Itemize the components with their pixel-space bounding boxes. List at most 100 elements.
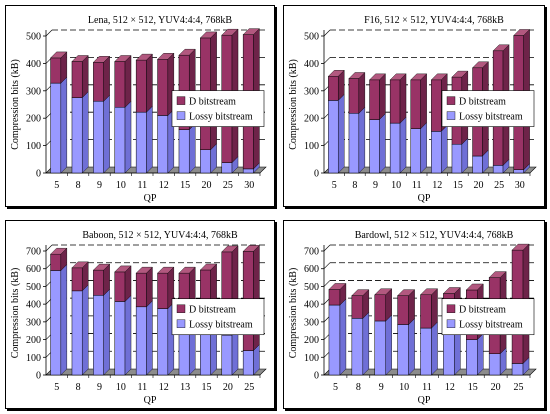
bar-lossy xyxy=(511,363,524,376)
bar-lossy xyxy=(348,113,360,174)
x-tick-label: 20 xyxy=(491,382,501,393)
x-tick-label: 25 xyxy=(514,382,524,393)
legend-swatch-lossy xyxy=(176,319,186,328)
bar-d-side xyxy=(431,288,438,329)
bar-d-top xyxy=(114,265,132,273)
bar-lossy-side xyxy=(146,300,153,376)
x-tick-label: 25 xyxy=(244,382,254,393)
legend-box xyxy=(171,298,265,336)
y-tick-label: 600 xyxy=(304,264,319,275)
bar-lossy xyxy=(135,306,147,376)
bar-lossy-side xyxy=(339,298,347,376)
gridline-depth xyxy=(323,29,331,37)
bar-lossy-side xyxy=(82,91,89,174)
bar-lossy xyxy=(472,155,483,174)
bar-lossy xyxy=(178,129,190,174)
x-tick-label: 15 xyxy=(468,382,478,393)
y-tick-label: 200 xyxy=(26,335,41,346)
bar-d-side xyxy=(379,73,386,121)
x-tick-label: 11 xyxy=(137,382,147,393)
bar-lossy xyxy=(328,304,341,376)
bar-d-top xyxy=(178,48,196,56)
bar-lossy-side xyxy=(441,124,448,174)
x-tick-label: 25 xyxy=(223,180,233,191)
bar-d xyxy=(114,61,126,108)
legend-swatch-d xyxy=(446,96,456,105)
y-tick-label: 700 xyxy=(304,247,319,258)
bar-d-top xyxy=(199,31,218,39)
y-tick-label: 500 xyxy=(304,282,319,293)
y-tick-label: 500 xyxy=(26,32,41,43)
bar-lossy-side xyxy=(189,123,196,174)
y-axis-label: Compression bits (kB) xyxy=(288,59,299,150)
y-tick-label: 400 xyxy=(26,300,41,311)
x-tick-label: 9 xyxy=(97,180,102,191)
x-tick-label: 5 xyxy=(333,382,338,393)
bar-d-top xyxy=(397,289,416,296)
bar-d xyxy=(328,76,339,101)
legend-swatch-d xyxy=(176,96,186,105)
x-tick-label: 15 xyxy=(453,180,463,191)
bar-d xyxy=(157,272,169,309)
bar-lossy xyxy=(200,149,211,174)
bar-d-top xyxy=(389,73,407,81)
bar-d xyxy=(157,59,169,116)
chart-panel-bardowl: Bardowl, 512 × 512, YUV4:4:4, 768kB 0 100 2… xyxy=(283,220,545,409)
chart-panel-lena: Lena, 512 × 512, YUV4:4:4, 768kB 0 100 200 3… xyxy=(5,5,275,207)
bar-d-top xyxy=(71,55,89,62)
y-tick-label: 500 xyxy=(304,32,319,43)
y-axis-label: Compression bits (kB) xyxy=(288,268,299,359)
bar-d-top xyxy=(511,243,530,251)
y-tick-label: 0 xyxy=(314,371,319,382)
bar-lossy xyxy=(221,162,233,174)
bar-d xyxy=(410,79,421,129)
legend-label-lossy: Lossy bitstream xyxy=(189,112,253,123)
bar-d-top xyxy=(92,56,111,63)
bar-d xyxy=(420,294,432,329)
legend-swatch-d xyxy=(446,304,456,313)
x-tick-label: 12 xyxy=(159,180,169,191)
y-tick-label: 400 xyxy=(26,59,41,70)
bar-d xyxy=(369,79,380,120)
bar-d-side xyxy=(146,53,153,113)
x-tick-label: 12 xyxy=(432,180,442,191)
bar-lossy xyxy=(389,122,401,174)
y-tick-label: 200 xyxy=(26,114,41,125)
bar-lossy xyxy=(221,334,233,376)
bar-d-top xyxy=(472,61,489,68)
bar-d-top xyxy=(221,245,239,253)
bar-d-side xyxy=(82,54,89,99)
bar-d-top xyxy=(420,288,438,295)
bar-d xyxy=(50,253,62,271)
x-axis-label: QP xyxy=(144,395,157,406)
y-tick-label: 0 xyxy=(36,169,41,180)
bar-d-side xyxy=(146,266,153,308)
gridline-depth xyxy=(323,262,331,269)
bar-d-top xyxy=(242,28,260,35)
bar-lossy xyxy=(410,128,421,174)
y-tick-label: 300 xyxy=(304,86,319,97)
bar-d-top xyxy=(178,266,196,274)
bar-lossy-side xyxy=(103,288,110,376)
chart-title: Lena, 512 × 512, YUV4:4:4, 768kB xyxy=(88,15,232,26)
bar-d xyxy=(348,78,360,114)
x-axis-label: QP xyxy=(418,193,431,204)
bar-d-top xyxy=(50,51,68,59)
legend-label-d: D bitstream xyxy=(459,305,506,316)
bar-lossy xyxy=(466,339,478,376)
y-axis-label: Compression bits (kB) xyxy=(10,268,21,359)
x-axis-label: QP xyxy=(418,395,431,406)
chart-svg: F16, 512 × 512, YUV4:4:4, 768kB 0 100 200 30… xyxy=(288,15,537,204)
bar-d-top xyxy=(348,72,366,79)
bar-d xyxy=(93,269,104,296)
x-tick-label: 9 xyxy=(379,382,384,393)
bar-lossy xyxy=(71,97,83,174)
bar-lossy xyxy=(492,165,504,174)
bar-d-top xyxy=(410,73,428,81)
y-tick-label: 500 xyxy=(26,282,41,293)
bar-d-side xyxy=(124,54,132,108)
bar-lossy-side xyxy=(420,122,427,174)
chart-svg: Baboon, 512 × 512, YUV4:4:4, 768kB 0 100 20… xyxy=(10,230,267,406)
bar-d-top xyxy=(157,53,175,60)
bar-lossy xyxy=(443,333,455,376)
